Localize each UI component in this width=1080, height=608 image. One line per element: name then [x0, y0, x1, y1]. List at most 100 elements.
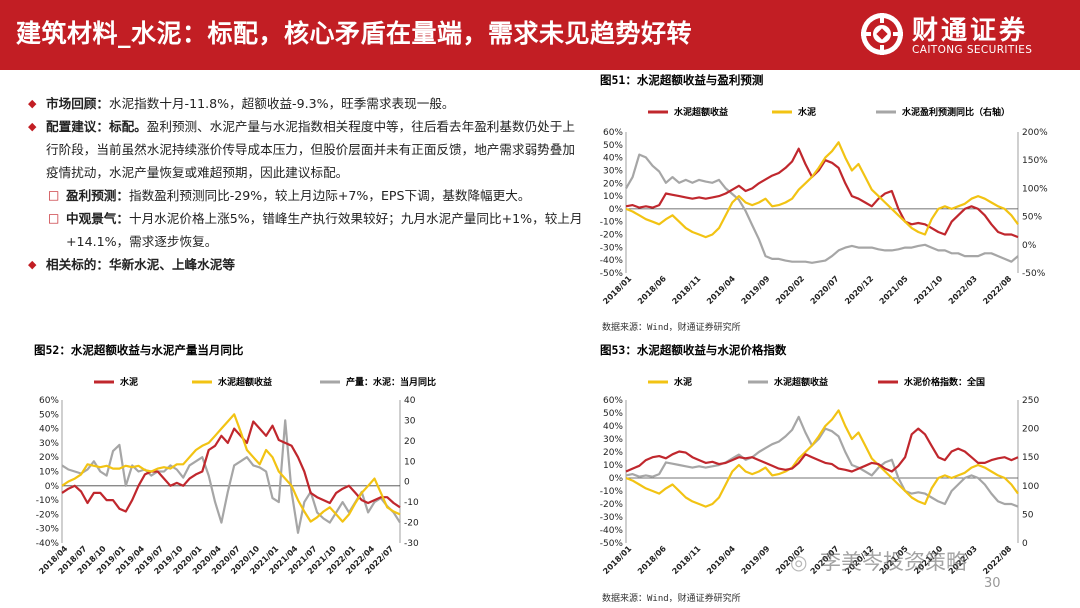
y-tick-label: 20% [603, 179, 623, 189]
y-right-tick-label: 250 [1022, 396, 1039, 406]
legend-label: 水泥超额收益 [674, 106, 728, 118]
series-line [625, 147, 1019, 239]
y-tick-label: -30% [600, 513, 624, 523]
y-tick-label: 20% [603, 448, 623, 458]
x-tick-label: 2018/11 [670, 274, 702, 306]
bullet-key: 相关标的：华新水泥、上峰水泥等 [46, 257, 235, 272]
page-number: 30 [984, 576, 1001, 591]
legend-label: 水泥超额收益 [774, 376, 828, 388]
legend-label: 产量：水泥：当月同比 [346, 376, 436, 388]
logo-name-cn: 财通证券 [912, 16, 1029, 46]
y-tick-label: 10% [603, 461, 623, 471]
bullet-allocation: ◆ 配置建议：标配。盈利预测、水泥产量与水泥指数相关程度中等，往后看去年盈利基数仍… [26, 115, 586, 184]
series-line [625, 409, 1019, 508]
y-tick-label: -20% [600, 500, 624, 510]
series-line [625, 153, 1019, 264]
chart-title: 图51：水泥超额收益与盈利预测 [600, 73, 763, 87]
chart-title: 图52：水泥超额收益与水泥产量当月同比 [34, 343, 244, 357]
y-tick-label: -20% [36, 510, 60, 520]
legend-label: 水泥价格指数：全国 [904, 376, 985, 388]
bullet-key: 盈利预测： [66, 188, 129, 203]
y-right-tick-label: 200% [1022, 128, 1048, 138]
y-tick-label: 10% [39, 468, 59, 478]
y-tick-label: -40% [600, 526, 624, 536]
y-tick-label: -20% [600, 231, 624, 241]
y-right-tick-label: 150% [1022, 156, 1048, 166]
y-tick-label: 40% [39, 425, 59, 435]
x-tick-label: 2022/03 [947, 274, 979, 306]
x-tick-label: 2019/09 [740, 544, 772, 576]
y-right-tick-label: 0 [404, 478, 410, 488]
x-tick-label: 2020/12 [843, 274, 875, 306]
x-tick-label: 2018/06 [636, 544, 668, 576]
diamond-bullet-icon: ◆ [28, 120, 37, 133]
x-tick-label: 2018/11 [670, 544, 702, 576]
series-line [61, 419, 401, 534]
chart-source-fig53: 数据来源：Wind，财通证券研究所 [602, 594, 741, 604]
x-tick-label: 2022/08 [981, 274, 1013, 306]
bullet-text: 水泥指数十月-11.8%，超额收益-9.3%，旺季需求表现一般。 [108, 96, 455, 111]
x-tick-label: 2022/08 [981, 544, 1013, 576]
y-right-tick-label: 0 [1022, 539, 1028, 549]
y-tick-label: 40% [603, 154, 623, 164]
y-right-tick-label: -10 [404, 498, 419, 508]
y-tick-label: 10% [603, 192, 623, 202]
y-tick-label: 0% [609, 205, 624, 215]
bullet-key: 中观景气： [66, 211, 129, 226]
watermark: 李美岑投资策略 [820, 550, 967, 574]
y-tick-label: 50% [603, 141, 623, 151]
x-tick-label: 2020/07 [809, 274, 841, 306]
x-tick-label: 2018/06 [636, 274, 668, 306]
x-tick-label: 2021/05 [878, 274, 910, 306]
chart-fig53: 图53：水泥超额收益与水泥价格指数 水泥 水泥超额收益 水泥价格指数：全国 60% 50%… [596, 340, 1076, 585]
y-right-tick-label: 100 [1022, 482, 1039, 492]
y-right-tick-label: 50 [1022, 510, 1034, 520]
y-tick-label: 30% [603, 435, 623, 445]
logo-name-en: CAITONG SECURITIES [912, 44, 1033, 56]
y-right-tick-label: -20 [404, 519, 419, 529]
y-tick-label: -30% [36, 525, 60, 535]
x-tick-label: 2019/04 [705, 274, 737, 306]
bullet-market-review: ◆ 市场回顾：水泥指数十月-11.8%，超额收益-9.3%，旺季需求表现一般。 [26, 92, 586, 115]
bullet-earnings-forecast: □ 盈利预测：指数盈利预测同比-29%，较上月边际+7%，EPS下调，基数降幅更大… [26, 184, 586, 207]
bullet-text: 盈利预测、水泥产量与水泥指数相关程度中等，往后看去年盈利基数仍处于上行阶段，当前… [46, 119, 575, 180]
y-tick-label: 0% [609, 474, 624, 484]
legend-label: 水泥 [674, 376, 692, 388]
page-title: 建筑材料_水泥：标配，核心矛盾在量端，需求未见趋势好转 [16, 19, 693, 48]
bullet-industry-outlook: □ 中观景气：十月水泥价格上涨5%，错峰生产执行效果较好；九月水泥产量同比+1%，… [26, 207, 586, 253]
bullet-key: 配置建议：标配。 [46, 119, 147, 134]
chart-fig51: 图51：水泥超额收益与盈利预测 水泥超额收益 水泥 水泥盈利预测同比（右轴） 60% 50… [596, 70, 1076, 315]
series-line [61, 413, 401, 523]
summary-bullets: ◆ 市场回顾：水泥指数十月-11.8%，超额收益-9.3%，旺季需求表现一般。 ◆… [26, 92, 586, 276]
y-tick-label: 60% [603, 396, 623, 406]
y-tick-label: 0% [45, 482, 60, 492]
y-right-tick-label: 0% [1022, 241, 1037, 251]
y-right-tick-label: 150 [1022, 453, 1039, 463]
series-line [61, 420, 401, 513]
y-tick-label: 50% [603, 409, 623, 419]
series-line [625, 141, 1019, 239]
company-logo: 财通证券 CAITONG SECURITIES [860, 8, 1060, 62]
bullet-key: 市场回顾： [46, 96, 109, 111]
series-line [625, 415, 1019, 508]
y-tick-label: 20% [39, 453, 59, 463]
wechat-icon: ◎ [790, 550, 808, 574]
diamond-bullet-icon: ◆ [28, 97, 37, 110]
legend-label: 水泥 [120, 376, 138, 388]
y-tick-label: 60% [39, 396, 59, 406]
header-banner: 建筑材料_水泥：标配，核心矛盾在量端，需求未见趋势好转 财通证券 CAITONG… [0, 0, 1080, 70]
legend-label: 水泥盈利预测同比（右轴） [902, 106, 1010, 118]
y-tick-label: -10% [36, 496, 60, 506]
chart-source-fig51: 数据来源：Wind，财通证券研究所 [602, 323, 741, 333]
y-right-tick-label: -50% [1022, 269, 1046, 279]
y-right-tick-label: 30 [404, 416, 416, 426]
x-tick-label: 2019/09 [740, 274, 772, 306]
y-tick-label: -10% [600, 218, 624, 228]
x-tick-label: 2019/04 [705, 544, 737, 576]
y-right-tick-label: 20 [404, 437, 416, 447]
y-tick-label: -10% [600, 487, 624, 497]
legend-label: 水泥超额收益 [218, 376, 272, 388]
